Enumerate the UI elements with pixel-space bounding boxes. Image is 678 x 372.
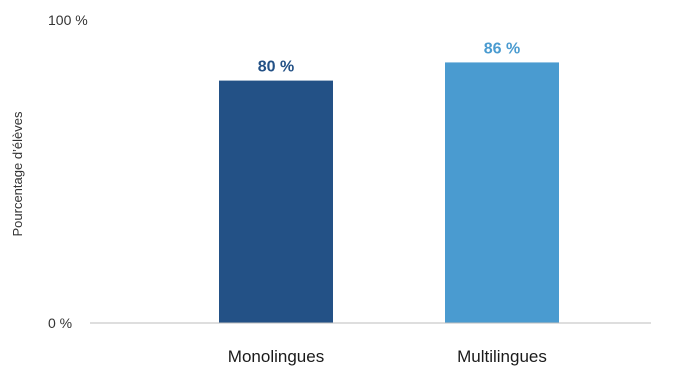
bar-monolingues	[219, 80, 333, 323]
x-tick-label: Multilingues	[457, 347, 547, 366]
data-label: 80 %	[258, 59, 294, 76]
y-tick-label: 100 %	[48, 12, 88, 28]
category-labels: Monolingues Multilingues	[228, 347, 547, 366]
y-ticks: 100 % 0 %	[48, 12, 88, 331]
bar-multilingues	[445, 62, 559, 324]
x-tick-label: Monolingues	[228, 347, 324, 366]
y-tick-label: 0 %	[48, 315, 72, 331]
data-label: 86 %	[484, 40, 520, 57]
y-axis-title: Pourcentage d’élèves	[10, 111, 25, 237]
bars: 80 % 86 %	[219, 40, 559, 324]
